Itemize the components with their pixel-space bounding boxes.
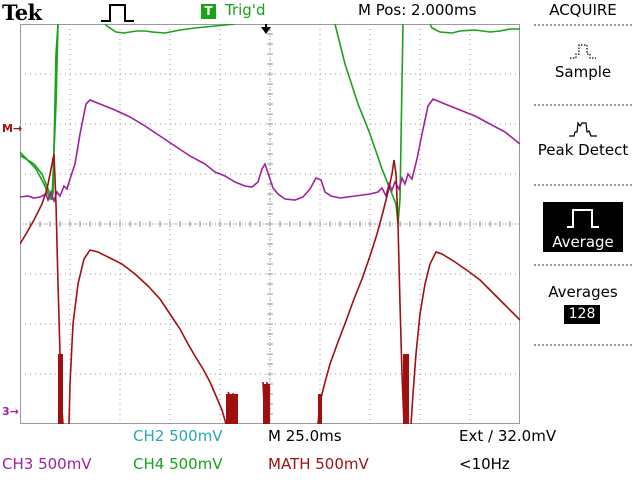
- status-bar: Tek T Trig'd M Pos: 2.000ms ACQUIRE: [0, 0, 640, 25]
- ch4-scale-readout: CH4 500mV: [133, 455, 223, 473]
- trigger-position-arrow: [261, 27, 271, 34]
- ch2-scale-readout: CH2 500mV: [133, 427, 223, 445]
- trigger-badge: T: [201, 4, 216, 19]
- sample-label: Sample: [554, 63, 612, 81]
- menu-item-sample[interactable]: Sample: [526, 42, 640, 81]
- trigger-status: Trig'd: [225, 1, 266, 19]
- math-scale-readout: MATH 500mV: [268, 455, 369, 473]
- ch3-scale-readout: CH3 500mV: [2, 455, 92, 473]
- averages-value[interactable]: 128: [564, 305, 600, 324]
- ch3-ground-marker: 3→: [2, 405, 19, 418]
- horizontal-position: M Pos: 2.000ms: [358, 1, 477, 19]
- average-waveform-icon: [567, 209, 599, 228]
- average-label: Average: [552, 233, 614, 251]
- math-ground-marker: M→: [2, 122, 23, 135]
- peak-detect-waveform-icon: [569, 121, 597, 137]
- math-trace-fills: [58, 354, 409, 424]
- ch4-trace-path: [19, 23, 520, 225]
- ch3-trace: [19, 98, 521, 204]
- sample-waveform-icon: [570, 44, 596, 59]
- peak-detect-label: Peak Detect: [537, 141, 629, 159]
- trigger-readout: Ext ∕ 32.0mV: [459, 427, 557, 445]
- ch4-trace: [17, 23, 59, 201]
- graticule: [17, 23, 521, 425]
- brand-logo: Tek: [2, 0, 42, 25]
- menu-item-average[interactable]: Average: [543, 202, 623, 252]
- waveform-display: [17, 23, 521, 425]
- acquire-menu: Sample Peak Detect Average Averages 128: [526, 24, 640, 424]
- menu-title: ACQUIRE: [549, 1, 617, 19]
- frequency-readout: <10Hz: [459, 455, 510, 473]
- run-state-pulse-icon: [101, 4, 134, 22]
- menu-item-peak-detect[interactable]: Peak Detect: [526, 120, 640, 159]
- averages-label: Averages: [548, 283, 618, 301]
- menu-item-averages[interactable]: Averages: [526, 284, 640, 301]
- timebase-readout: M 25.0ms: [268, 427, 342, 445]
